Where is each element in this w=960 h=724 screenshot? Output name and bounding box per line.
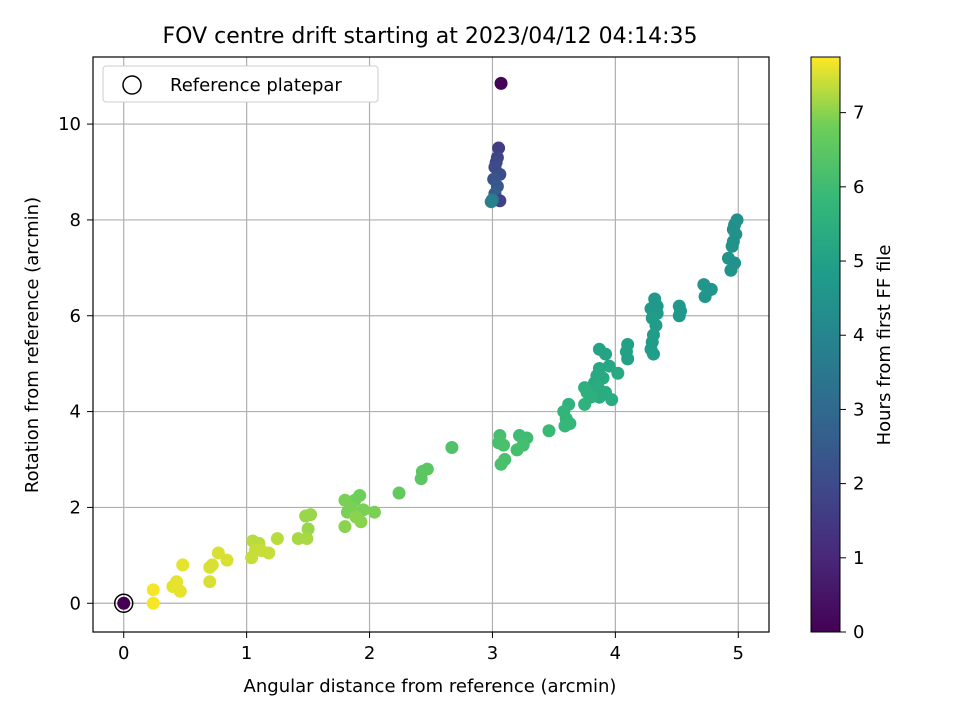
- data-point: [220, 553, 234, 567]
- data-point: [497, 438, 511, 452]
- colorbar-tick-label: 4: [853, 325, 864, 346]
- data-points: [113, 76, 744, 613]
- data-point: [270, 532, 284, 546]
- y-tick-label: 10: [58, 114, 81, 135]
- data-point: [672, 309, 686, 323]
- legend-reference-marker: [122, 75, 142, 95]
- x-tick-label: 0: [118, 643, 129, 664]
- data-point: [602, 359, 616, 373]
- colorbar-tick-label: 1: [853, 548, 864, 569]
- colorbar-tick-label: 2: [853, 474, 864, 495]
- data-point: [484, 195, 498, 209]
- data-point: [621, 352, 635, 366]
- x-tick-label: 1: [241, 643, 252, 664]
- chart-title: FOV centre drift starting at 2023/04/12 …: [163, 24, 698, 49]
- data-point: [605, 393, 619, 407]
- data-point: [300, 532, 314, 546]
- colorbar-tick-label: 3: [853, 399, 864, 420]
- y-tick-label: 2: [70, 497, 81, 518]
- data-point: [354, 515, 368, 529]
- data-point: [542, 424, 556, 438]
- data-point: [176, 558, 190, 572]
- data-point: [611, 366, 625, 380]
- plot-frame: [92, 56, 770, 633]
- x-axis-ticks: 0 1 2 3 4 5: [118, 632, 744, 664]
- data-point: [599, 347, 613, 361]
- data-point: [254, 544, 268, 558]
- data-point: [173, 584, 187, 598]
- data-point: [211, 546, 225, 560]
- colorbar-tick-label: 6: [853, 177, 864, 198]
- y-axis-ticks: 0 2 4 6 8 10: [58, 114, 93, 614]
- x-tick-label: 2: [364, 643, 375, 664]
- data-point: [510, 443, 524, 457]
- colorbar-tick-label: 7: [853, 103, 864, 124]
- data-point: [494, 76, 508, 90]
- data-point: [558, 419, 572, 433]
- data-point: [146, 596, 160, 610]
- reference-point-marker: [113, 593, 134, 613]
- data-point: [494, 457, 508, 471]
- y-tick-label: 8: [70, 210, 81, 231]
- x-tick-label: 4: [610, 643, 621, 664]
- data-point: [492, 141, 506, 155]
- legend: Reference platepar: [102, 65, 379, 103]
- x-tick-label: 5: [733, 643, 744, 664]
- data-point: [245, 551, 259, 565]
- data-point: [203, 575, 217, 589]
- data-point: [646, 347, 660, 361]
- y-axis-label: Rotation from reference (arcmin): [22, 197, 43, 493]
- data-point: [203, 560, 217, 574]
- legend-label: Reference platepar: [170, 75, 342, 96]
- legend-box: [102, 65, 379, 103]
- data-point: [698, 290, 712, 304]
- colorbar-label: Hours from first FF file: [874, 245, 895, 446]
- data-point: [299, 509, 313, 523]
- data-point: [578, 397, 592, 411]
- data-point: [301, 522, 315, 536]
- colorbar-gradient: [810, 56, 841, 633]
- data-point: [724, 263, 738, 277]
- data-point: [338, 520, 352, 534]
- colorbar-tick-label: 0: [853, 622, 864, 643]
- y-tick-label: 0: [70, 593, 81, 614]
- data-point: [392, 486, 406, 500]
- colorbar-ticks: 0 1 2 3 4 5 6 7: [840, 103, 864, 643]
- colorbar: 0 1 2 3 4 5 6 7 Hours from first FF file: [810, 56, 895, 643]
- data-point: [414, 472, 428, 486]
- data-point: [725, 239, 739, 253]
- colorbar-tick-label: 5: [853, 251, 864, 272]
- grid-lines: [93, 57, 769, 632]
- y-tick-label: 4: [70, 402, 81, 423]
- x-axis-label: Angular distance from reference (arcmin): [244, 676, 617, 697]
- data-point: [146, 583, 160, 597]
- x-tick-label: 3: [487, 643, 498, 664]
- data-point: [117, 596, 131, 610]
- data-point: [445, 441, 459, 455]
- data-point: [367, 505, 381, 519]
- y-tick-label: 6: [70, 306, 81, 327]
- data-point: [697, 278, 711, 292]
